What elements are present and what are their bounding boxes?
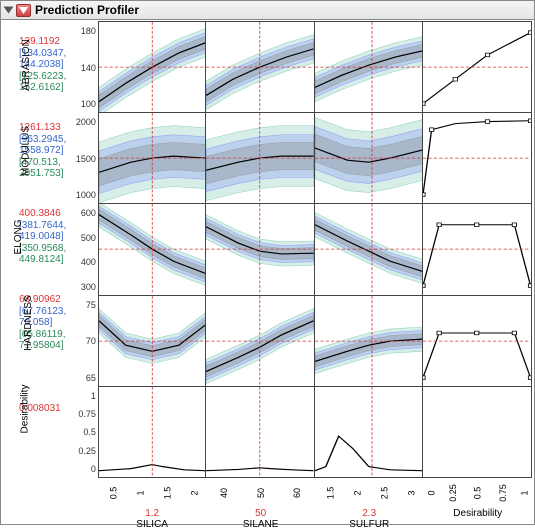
disclosure-icon[interactable] — [4, 7, 14, 14]
xticks-desirability: 00.250.50.751 — [423, 478, 532, 508]
profiler-body: ABRASION139.1192[134.0347,144.2038][125.… — [1, 20, 534, 524]
yticks-hardness: 757065 — [73, 296, 98, 387]
cell-desirability-desirability[interactable] — [423, 386, 532, 478]
panel-header: Prediction Profiler — [1, 1, 534, 20]
cell-hardness-silica[interactable] — [98, 295, 207, 387]
cell-modulus-silane[interactable] — [206, 112, 315, 204]
response-name: ABRASION — [21, 39, 33, 91]
cell-elong-silica[interactable] — [98, 203, 207, 295]
cell-elong-silane[interactable] — [206, 203, 315, 295]
xticks-sulfur: 1.522.53 — [315, 478, 424, 508]
cell-desirability-silica[interactable] — [98, 386, 207, 478]
cell-modulus-desirability[interactable] — [423, 112, 532, 204]
factor-current[interactable]: 1.2 — [98, 508, 207, 519]
xticks-silane: 405060 — [206, 478, 315, 508]
panel-title: Prediction Profiler — [35, 3, 139, 17]
plot-grid: 1801401002000150010006005004003007570651… — [73, 22, 532, 522]
cell-hardness-silane[interactable] — [206, 295, 315, 387]
factor-name: Desirability — [423, 508, 532, 519]
hotspot-menu-button[interactable] — [16, 4, 31, 17]
cell-abrasion-desirability[interactable] — [423, 21, 532, 113]
cell-abrasion-silica[interactable] — [98, 21, 207, 113]
cell-modulus-silica[interactable] — [98, 112, 207, 204]
response-name: ELONG — [13, 219, 25, 254]
xlabel-silane: 50SILANE — [206, 508, 315, 522]
ci-text: [381.7644,419.0048] — [19, 220, 73, 243]
factor-name: SILICA — [98, 519, 207, 530]
response-label-elong: ELONG400.3846[381.7644,419.0048][350.956… — [3, 194, 73, 280]
cell-hardness-desirability[interactable] — [423, 295, 532, 387]
yticks-abrasion: 180140100 — [73, 22, 98, 113]
response-label-abrasion: ABRASION139.1192[134.0347,144.2038][125.… — [3, 22, 73, 108]
pi-text: [350.9568,449.8124] — [19, 243, 73, 266]
factor-current[interactable]: 2.3 — [315, 508, 424, 519]
cell-elong-sulfur[interactable] — [315, 203, 424, 295]
xlabel-silica: 1.2SILICA — [98, 508, 207, 522]
yticks-elong: 600500400300 — [73, 204, 98, 295]
xlabel-desirability: Desirability — [423, 508, 532, 522]
response-name: MODULUS — [20, 126, 32, 176]
yticks-desirability: 10.750.50.250 — [73, 387, 98, 478]
cell-abrasion-sulfur[interactable] — [315, 21, 424, 113]
prediction-profiler-panel: Prediction Profiler ABRASION139.1192[134… — [0, 0, 535, 525]
factor-name: SULFUR — [315, 519, 424, 530]
cell-desirability-silane[interactable] — [206, 386, 315, 478]
response-label-modulus: MODULUS1261.133[963.2945,1558.972][470.5… — [3, 108, 73, 194]
response-label-desirability: Desirability0.008031 — [3, 366, 73, 452]
response-name: Desirability — [20, 385, 32, 434]
cell-elong-desirability[interactable] — [423, 203, 532, 295]
cell-modulus-sulfur[interactable] — [315, 112, 424, 204]
cell-desirability-sulfur[interactable] — [315, 386, 424, 478]
xticks-silica: 0.511.52 — [98, 478, 207, 508]
cell-abrasion-silane[interactable] — [206, 21, 315, 113]
response-labels-col: ABRASION139.1192[134.0347,144.2038][125.… — [3, 22, 73, 522]
xlabel-sulfur: 2.3SULFUR — [315, 508, 424, 522]
response-name: HARDNESS — [23, 295, 35, 351]
factor-current[interactable]: 50 — [206, 508, 315, 519]
yticks-modulus: 200015001000 — [73, 113, 98, 204]
prediction-value: 400.3846 — [19, 208, 73, 220]
cell-hardness-sulfur[interactable] — [315, 295, 424, 387]
response-label-hardness: HARDNESS68.90962[67.76123,70.058][65.861… — [3, 280, 73, 366]
factor-name: SILANE — [206, 519, 315, 530]
